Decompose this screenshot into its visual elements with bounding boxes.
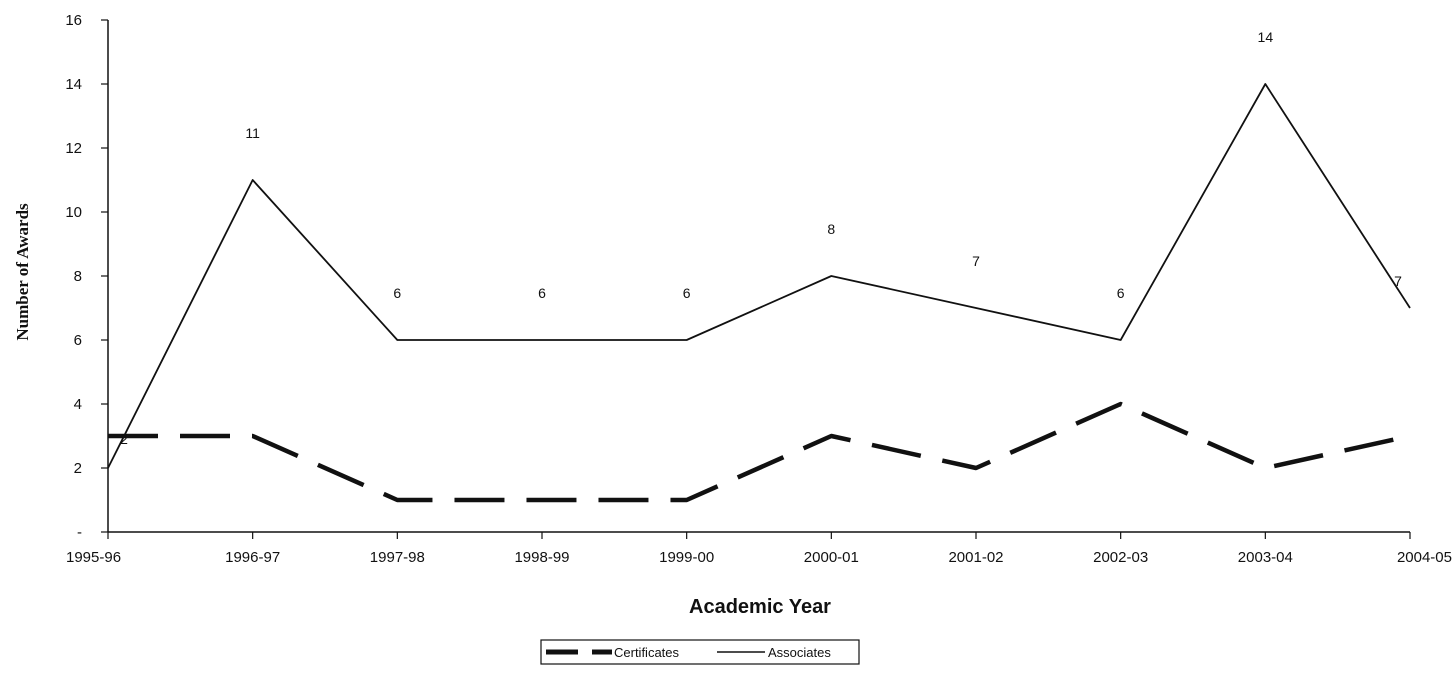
data-label-associates: 6 xyxy=(683,285,691,301)
data-label-associates: 2 xyxy=(120,431,128,447)
x-tick-label: 2004-05 xyxy=(1397,549,1452,566)
y-axis-title: Number of Awards xyxy=(13,203,32,341)
x-tick-label: 2000-01 xyxy=(804,549,859,566)
x-tick-label: 2001-02 xyxy=(948,549,1003,566)
series-layer xyxy=(108,84,1410,500)
data-label-associates: 6 xyxy=(538,285,546,301)
x-tick-label: 1995-96 xyxy=(66,549,121,566)
x-tick-label: 2002-03 xyxy=(1093,549,1148,566)
y-tick-label: 12 xyxy=(65,140,82,157)
y-tick-label: 6 xyxy=(74,332,82,349)
data-label-associates: 7 xyxy=(972,253,980,269)
x-tick-label: 1999-00 xyxy=(659,549,714,566)
data-labels: 2 11 6 6 6 8 7 6 14 7 xyxy=(120,29,1402,447)
data-label-associates: 11 xyxy=(245,125,260,141)
data-label-associates: 8 xyxy=(827,221,835,237)
x-tick-label: 1997-98 xyxy=(370,549,425,566)
y-tick-label: - xyxy=(77,524,82,541)
data-label-associates: 6 xyxy=(393,285,401,301)
y-tick-label: 8 xyxy=(74,268,82,285)
y-tick-label: 2 xyxy=(74,460,82,477)
x-tick-label: 1996-97 xyxy=(225,549,280,566)
legend-label-associates: Associates xyxy=(768,645,831,660)
y-ticks: - 2 4 6 8 10 12 14 16 xyxy=(65,12,108,541)
axes xyxy=(108,20,1410,532)
x-axis-title: Academic Year xyxy=(689,596,831,618)
series-line-associates xyxy=(108,84,1410,468)
x-tick-label: 1998-99 xyxy=(514,549,569,566)
y-tick-label: 4 xyxy=(74,396,82,413)
data-label-associates: 6 xyxy=(1117,285,1125,301)
legend: Certificates Associates xyxy=(541,640,859,664)
data-label-associates: 7 xyxy=(1394,273,1402,289)
x-ticks: 1995-96 1996-97 1997-98 1998-99 1999-00 2000-… xyxy=(66,532,1452,566)
legend-label-certificates: Certificates xyxy=(614,645,680,660)
series-line-certificates xyxy=(108,404,1410,500)
y-tick-label: 10 xyxy=(65,204,82,221)
y-tick-label: 14 xyxy=(65,76,82,93)
data-label-associates: 14 xyxy=(1258,29,1274,45)
x-tick-label: 2003-04 xyxy=(1238,549,1293,566)
y-tick-label: 16 xyxy=(65,12,82,29)
